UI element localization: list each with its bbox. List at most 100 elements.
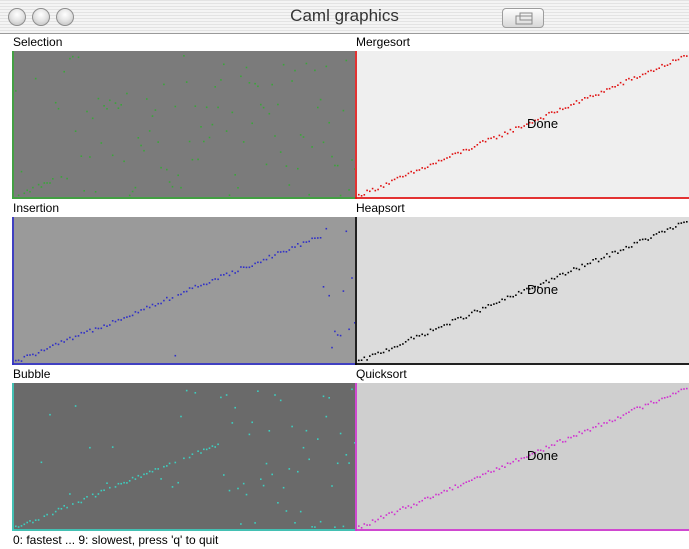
plot-point (581, 432, 583, 435)
plot-point (49, 413, 51, 416)
plot-point (174, 105, 177, 108)
plot-point (454, 484, 457, 486)
plot-point (297, 470, 299, 473)
plot-point (366, 359, 368, 361)
plot-point (74, 335, 77, 338)
plot-point (148, 130, 151, 132)
plot-point (363, 523, 366, 525)
plot-point (482, 473, 484, 476)
plot-point (146, 472, 148, 475)
plot-point (363, 194, 366, 196)
plot-point (194, 284, 197, 287)
plot-point (336, 462, 339, 465)
plot-point (63, 70, 65, 73)
plot-point (66, 338, 68, 341)
plot-point (523, 125, 525, 127)
plot-point (117, 318, 120, 321)
plot-point (200, 284, 202, 287)
plot-point (484, 306, 487, 309)
plot-point (128, 315, 131, 318)
plot-point (220, 79, 222, 81)
plot-point (636, 77, 638, 79)
plot-point (600, 90, 603, 93)
plot-point (446, 490, 448, 492)
plot-point (120, 482, 122, 485)
plot-point (567, 106, 570, 109)
plot-point (680, 222, 683, 224)
plot-point (217, 106, 219, 109)
plot-point (345, 454, 348, 456)
plot-point (231, 270, 234, 273)
plot-point (66, 177, 68, 180)
plot-point (517, 290, 520, 293)
plot-point (191, 453, 194, 455)
plot-point (443, 158, 445, 161)
done-label: Done (527, 282, 559, 297)
plot-point (63, 505, 65, 507)
plot-point (114, 320, 117, 323)
plot-point (351, 277, 353, 279)
plot-point (617, 416, 619, 418)
plot-point (126, 482, 128, 484)
plot-point (260, 478, 262, 480)
plot-point (495, 137, 498, 140)
plot-point (109, 324, 111, 326)
minimize-button[interactable] (32, 8, 50, 26)
plot-point (57, 107, 60, 110)
plot-point (374, 353, 377, 355)
plot-point (672, 59, 674, 61)
plot-point (52, 344, 54, 346)
plot-point (672, 392, 674, 395)
plot-point (358, 525, 360, 527)
plot-point (34, 77, 37, 80)
plot-point (415, 504, 418, 506)
plot-point (228, 489, 231, 492)
plot-frame-bottom (355, 529, 689, 531)
plot-point (120, 319, 122, 321)
plot-point (641, 238, 644, 241)
plot-point (86, 330, 88, 332)
plot-point (526, 456, 528, 458)
plot-point (305, 62, 308, 65)
title-bar[interactable]: Caml graphics (0, 0, 689, 34)
plot-point (655, 68, 658, 71)
plot-point (325, 65, 328, 68)
plot-point (40, 186, 43, 188)
plot-point (476, 144, 479, 146)
plot-point (319, 520, 322, 523)
plot-point (454, 152, 457, 155)
plot-point (211, 445, 214, 447)
plot-point (468, 149, 470, 151)
plot-point (435, 162, 437, 165)
plot-point (575, 100, 578, 102)
plot-point (603, 91, 605, 93)
plot-point (331, 485, 333, 487)
plot-point (154, 468, 157, 470)
plot-point (37, 183, 40, 186)
plot-point (517, 126, 520, 128)
plot-point (297, 243, 299, 245)
close-button[interactable] (8, 8, 26, 26)
zoom-button[interactable] (56, 8, 74, 26)
plot-point (578, 431, 581, 433)
plot-point (223, 474, 225, 476)
plot-point (34, 354, 37, 357)
plot-point (374, 520, 377, 523)
plot-point (80, 501, 83, 504)
panel-quicksort: Quicksort Done (355, 366, 689, 531)
plot-point (220, 396, 222, 399)
plot-point (15, 359, 17, 362)
status-hint: 0: fastest ... 9: slowest, press 'q' to … (13, 533, 219, 547)
plot-point (151, 303, 154, 306)
plot-point (415, 169, 418, 172)
plot-point (578, 102, 581, 104)
plot-point (402, 506, 404, 508)
plot-point (183, 457, 185, 460)
plot-point (317, 438, 319, 440)
plot-point (257, 85, 259, 88)
plot-frame-left (12, 217, 14, 365)
plot-point (328, 397, 330, 399)
toolbar-toggle-button[interactable] (502, 8, 544, 28)
plot-point (539, 117, 542, 119)
plot-point (385, 514, 388, 516)
